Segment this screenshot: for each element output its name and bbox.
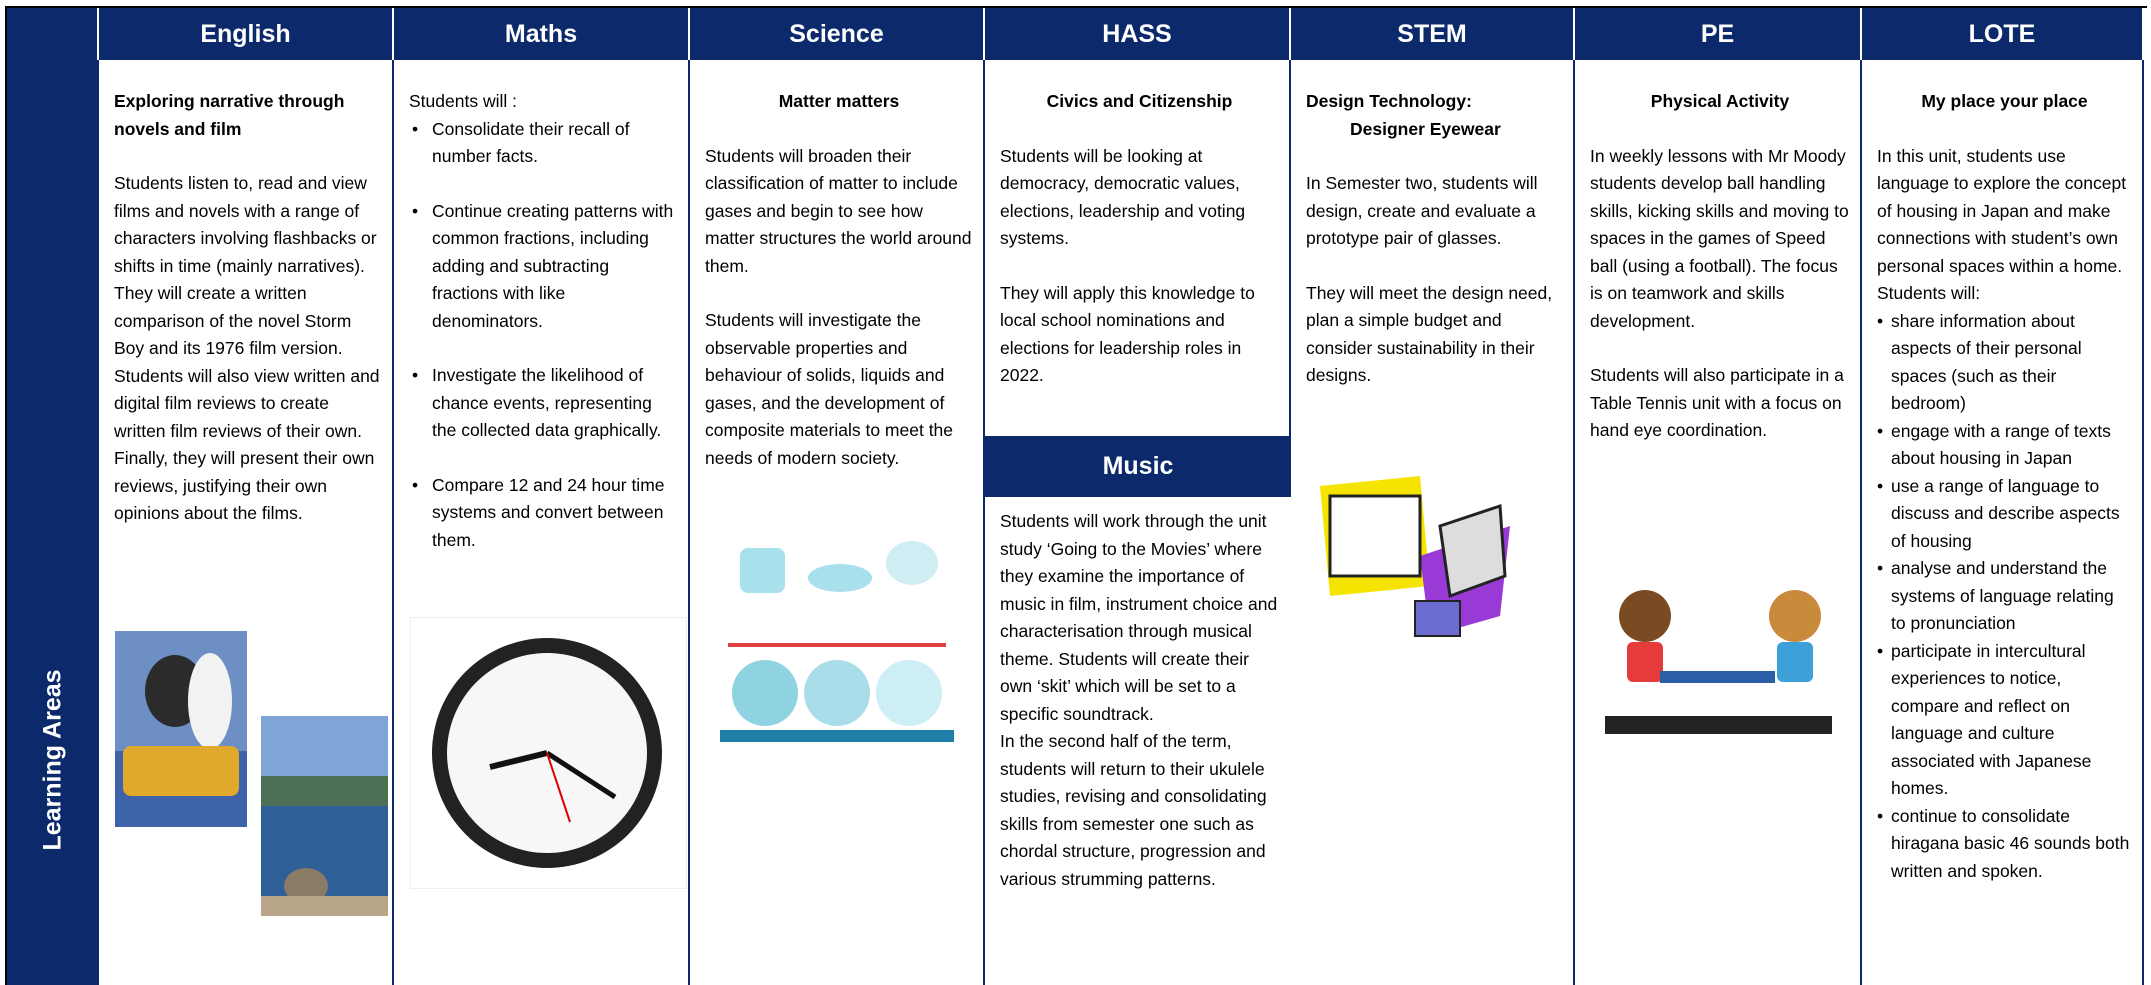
column-header: PE <box>1575 8 1862 60</box>
title-line: Designer Eyewear <box>1350 118 1501 139</box>
unit-title: Physical Activity <box>1590 88 1850 116</box>
column-header: English <box>99 8 394 60</box>
paragraph: Students listen to, read and view films … <box>114 173 380 523</box>
title-line: Civics and Citizenship <box>1046 91 1233 111</box>
title-line: My place your place <box>1921 91 2088 111</box>
clock-image <box>410 617 687 889</box>
title-line: Exploring narrative through novels and f… <box>114 91 345 139</box>
bullet-item: participate in intercultural experiences… <box>1877 638 2132 803</box>
column-body: Students will : Consolidate their recall … <box>394 60 690 985</box>
column-header: LOTE <box>1862 8 2144 60</box>
title-line: Physical Activity <box>1650 91 1790 111</box>
corner-cell <box>7 8 99 60</box>
unit-title: Civics and Citizenship <box>1000 88 1279 116</box>
paragraph: Students will work through the unit stud… <box>1000 511 1278 724</box>
row-label: Learning Areas <box>38 669 67 851</box>
music-header: Music <box>985 436 1291 497</box>
column-header: STEM <box>1291 8 1575 60</box>
column-header: Science <box>690 8 985 60</box>
unit-title: Design Technology: Designer Eyewear <box>1306 88 1563 143</box>
title-line: Matter matters <box>778 91 900 111</box>
pelican-image <box>261 716 388 916</box>
table-tennis-image <box>1605 590 1832 734</box>
music-body: Students will work through the unit stud… <box>985 508 1291 893</box>
paragraph: In Semester two, students will design, c… <box>1306 173 1538 248</box>
bullet-item: Compare 12 and 24 hour time systems and … <box>409 472 678 555</box>
bullet-list: Consolidate their recall of number facts… <box>409 116 678 555</box>
unit-title: Matter matters <box>705 88 973 116</box>
paragraph: Students will broaden their classificati… <box>705 145 972 276</box>
column-header: Maths <box>394 8 690 60</box>
bullet-item: engage with a range of texts about housi… <box>1877 418 2132 473</box>
bullet-item: continue to consolidate hiragana basic 4… <box>1877 803 2132 886</box>
bullet-item: Consolidate their recall of number facts… <box>409 116 678 171</box>
paragraph: In this unit, students use language to e… <box>1877 145 2127 276</box>
column-body: Civics and Citizenship Students will be l… <box>985 60 1291 436</box>
paragraph: Students will also participate in a Tabl… <box>1590 365 1844 440</box>
bullet-list: share information about aspects of their… <box>1877 308 2132 886</box>
column-body: My place your place In this unit, student… <box>1862 60 2144 985</box>
bullet-item: Continue creating patterns with common f… <box>409 198 678 336</box>
row-label-cell <box>7 60 99 985</box>
column-header: HASS <box>985 8 1291 60</box>
bullet-item: analyse and understand the systems of la… <box>1877 555 2132 638</box>
storm-boy-image <box>115 631 247 827</box>
bullet-item: Investigate the likelihood of chance eve… <box>409 362 678 445</box>
unit-title: My place your place <box>1877 88 2132 116</box>
paragraph: Students will be looking at democracy, d… <box>1000 145 1246 249</box>
column-body: Design Technology: Designer Eyewear In Sem… <box>1291 60 1575 985</box>
title-line: Design Technology: <box>1306 91 1472 111</box>
list-intro: Students will : <box>409 91 517 111</box>
column-body: Physical Activity In weekly lessons with … <box>1575 60 1862 985</box>
bullet-item: share information about aspects of their… <box>1877 308 2132 418</box>
frame <box>5 6 2147 985</box>
unit-title: Exploring narrative through novels and f… <box>114 88 382 143</box>
paragraph: Students will investigate the observable… <box>705 310 954 468</box>
paragraph: In weekly lessons with Mr Moody students… <box>1590 145 1849 331</box>
bullet-item: use a range of language to discuss and d… <box>1877 473 2132 556</box>
paragraph: They will meet the design need, plan a s… <box>1306 282 1553 386</box>
paragraph: In the second half of the term, students… <box>1000 731 1267 889</box>
list-intro: Students will: <box>1877 283 1981 303</box>
column-body: Matter matters Students will broaden thei… <box>690 60 985 985</box>
eyewear-image <box>1320 476 1510 637</box>
states-of-matter-image <box>720 541 954 742</box>
column-body: Exploring narrative through novels and f… <box>99 60 394 985</box>
paragraph: They will apply this knowledge to local … <box>1000 282 1255 386</box>
